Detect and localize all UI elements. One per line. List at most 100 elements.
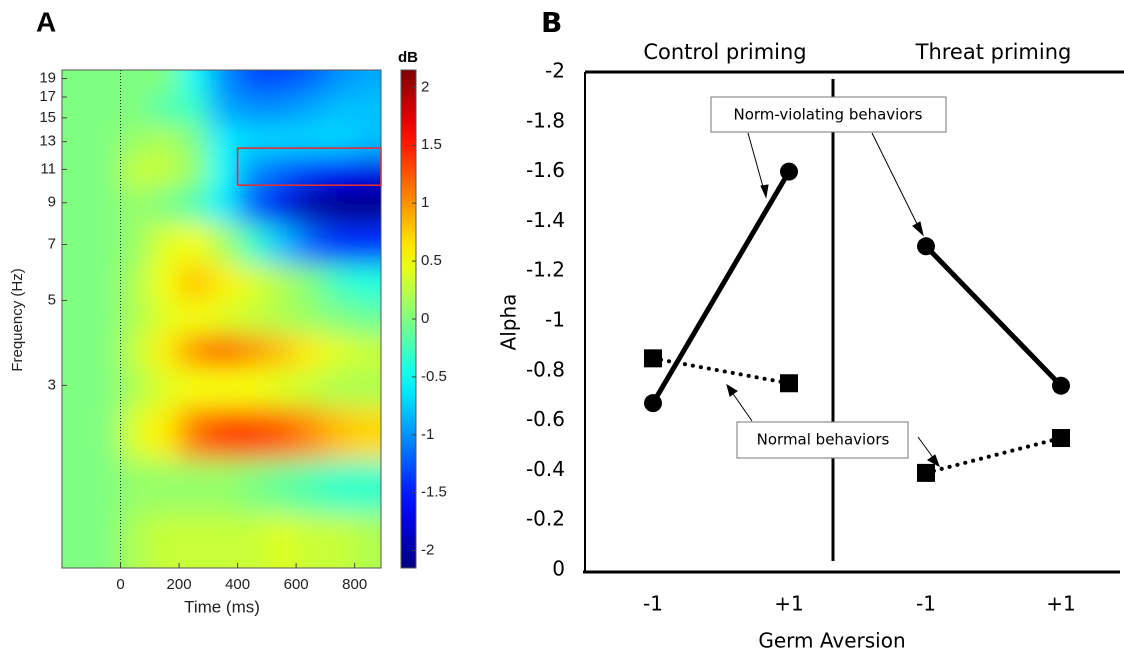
panel-a: A dB Time (ms) Frequency (Hz) 3 5 7 9 11 13 15… xyxy=(9,6,447,616)
arrow-head xyxy=(760,184,769,199)
colorbar-tick-label: 1.5 xyxy=(421,136,442,153)
annotation-box xyxy=(710,96,947,133)
heatmap-cell xyxy=(325,459,356,515)
heatmap-cell xyxy=(354,223,381,266)
x-tick-label: -1 xyxy=(916,592,936,616)
x-tick-label: 400 xyxy=(225,576,250,593)
arrow xyxy=(747,132,766,195)
heatmap-cell xyxy=(120,92,151,125)
heatmap-cell xyxy=(354,155,381,187)
colorbar-tick-label: 2 xyxy=(421,78,429,95)
heatmap-cell xyxy=(266,92,297,125)
arrows xyxy=(726,132,940,468)
heatmap-cell xyxy=(179,334,209,369)
y-tick-label: 5 xyxy=(48,291,56,308)
x-tick-label: 800 xyxy=(342,576,367,593)
heatmap-cell xyxy=(179,513,209,568)
heatmap-cell xyxy=(120,124,151,156)
heatmap-cell xyxy=(208,155,239,187)
x-tick-label: 600 xyxy=(284,576,309,593)
x-tick-label: +1 xyxy=(1046,592,1075,616)
heatmap-cell xyxy=(179,186,209,225)
colorbar-tick-label: -0.5 xyxy=(421,368,447,385)
marker xyxy=(644,349,662,368)
heatmap-cell xyxy=(91,513,122,568)
heatmap-cell xyxy=(62,301,92,335)
y-tick-label: -0.8 xyxy=(526,357,565,381)
heatmap-cell xyxy=(120,459,151,515)
y-tick-label: 19 xyxy=(39,69,56,86)
heatmap-cell xyxy=(325,186,356,225)
heatmap-cell xyxy=(325,92,356,125)
heatmap-cell xyxy=(266,513,297,568)
heatmap-cell xyxy=(237,70,268,94)
heatmap-cell xyxy=(91,367,122,408)
heatmap-cell xyxy=(296,92,326,125)
heatmap-cell xyxy=(179,459,209,515)
heatmap-cell xyxy=(91,186,122,225)
heatmap-cell xyxy=(325,70,356,94)
heatmap-cell xyxy=(296,367,326,408)
panel-b: B Germ Aversion Alpha Norm-violating beh… xyxy=(497,6,1124,652)
heatmap-cell xyxy=(354,459,381,515)
heatmap-cell xyxy=(266,459,297,515)
heatmap-cell xyxy=(179,264,209,302)
heatmap-cell xyxy=(296,155,326,187)
heatmap-cell xyxy=(325,407,356,461)
series-line xyxy=(651,356,791,386)
heatmap-cell xyxy=(237,513,268,568)
heatmap-cell xyxy=(149,70,180,94)
heatmap-cell xyxy=(149,367,180,408)
heatmap-cell xyxy=(179,124,209,156)
heatmap-cell xyxy=(120,513,151,568)
heatmap-cell xyxy=(62,70,92,94)
heatmap-cell xyxy=(62,407,92,461)
heatmap-cell xyxy=(120,223,151,266)
annotation: Normal behaviors xyxy=(757,431,890,449)
heatmap-cell xyxy=(325,513,356,568)
heatmap-cell xyxy=(208,186,239,225)
y-tick-label: 13 xyxy=(39,133,56,150)
y-tick-label: -0.6 xyxy=(526,407,565,431)
colorbar-tick-label: -2 xyxy=(421,542,434,559)
heatmap-cell xyxy=(62,264,92,302)
heatmap-cell xyxy=(120,264,151,302)
x-tick-label: 0 xyxy=(116,576,124,593)
marker xyxy=(644,394,662,413)
heatmap-cell xyxy=(208,124,239,156)
heatmap-cell xyxy=(354,301,381,335)
heatmap-cell xyxy=(179,367,209,408)
heatmap-cell xyxy=(325,155,356,187)
heatmap-cell xyxy=(149,155,180,187)
heatmap-cell xyxy=(266,70,297,94)
y-tick-label: 11 xyxy=(40,160,56,177)
heatmap-cell xyxy=(91,407,122,461)
marker xyxy=(1052,376,1070,395)
heatmap-cell xyxy=(149,124,180,156)
heatmap-cell xyxy=(179,407,209,461)
marker xyxy=(780,374,798,393)
heatmap-cell xyxy=(237,301,268,335)
x-axis-label: Time (ms) xyxy=(184,597,260,616)
heatmap-cell xyxy=(149,223,180,266)
colorbar-tick-label: -1.5 xyxy=(421,484,447,501)
heatmap-cell xyxy=(296,459,326,515)
heatmap-cell xyxy=(208,223,239,266)
heatmap-cell xyxy=(62,124,92,156)
heatmap-cell xyxy=(91,223,122,266)
heatmap-cell xyxy=(91,92,122,125)
heatmap-cell xyxy=(120,301,151,335)
heatmap-cell xyxy=(62,92,92,125)
y-tick-label: 17 xyxy=(39,88,56,105)
heatmap-cell xyxy=(208,301,239,335)
colorbar-tick-label: -1 xyxy=(421,426,434,443)
colorbar-tick-label: 0.5 xyxy=(421,252,442,269)
heatmap-cell xyxy=(208,70,239,94)
heatmap-cell xyxy=(354,124,381,156)
heatmap-cell xyxy=(296,186,326,225)
heatmap-cell xyxy=(296,407,326,461)
y-tick-label: -0.4 xyxy=(526,457,565,481)
group-title: Threat priming xyxy=(915,40,1072,64)
heatmap-cell xyxy=(179,223,209,266)
y-tick-label: 15 xyxy=(39,109,56,126)
